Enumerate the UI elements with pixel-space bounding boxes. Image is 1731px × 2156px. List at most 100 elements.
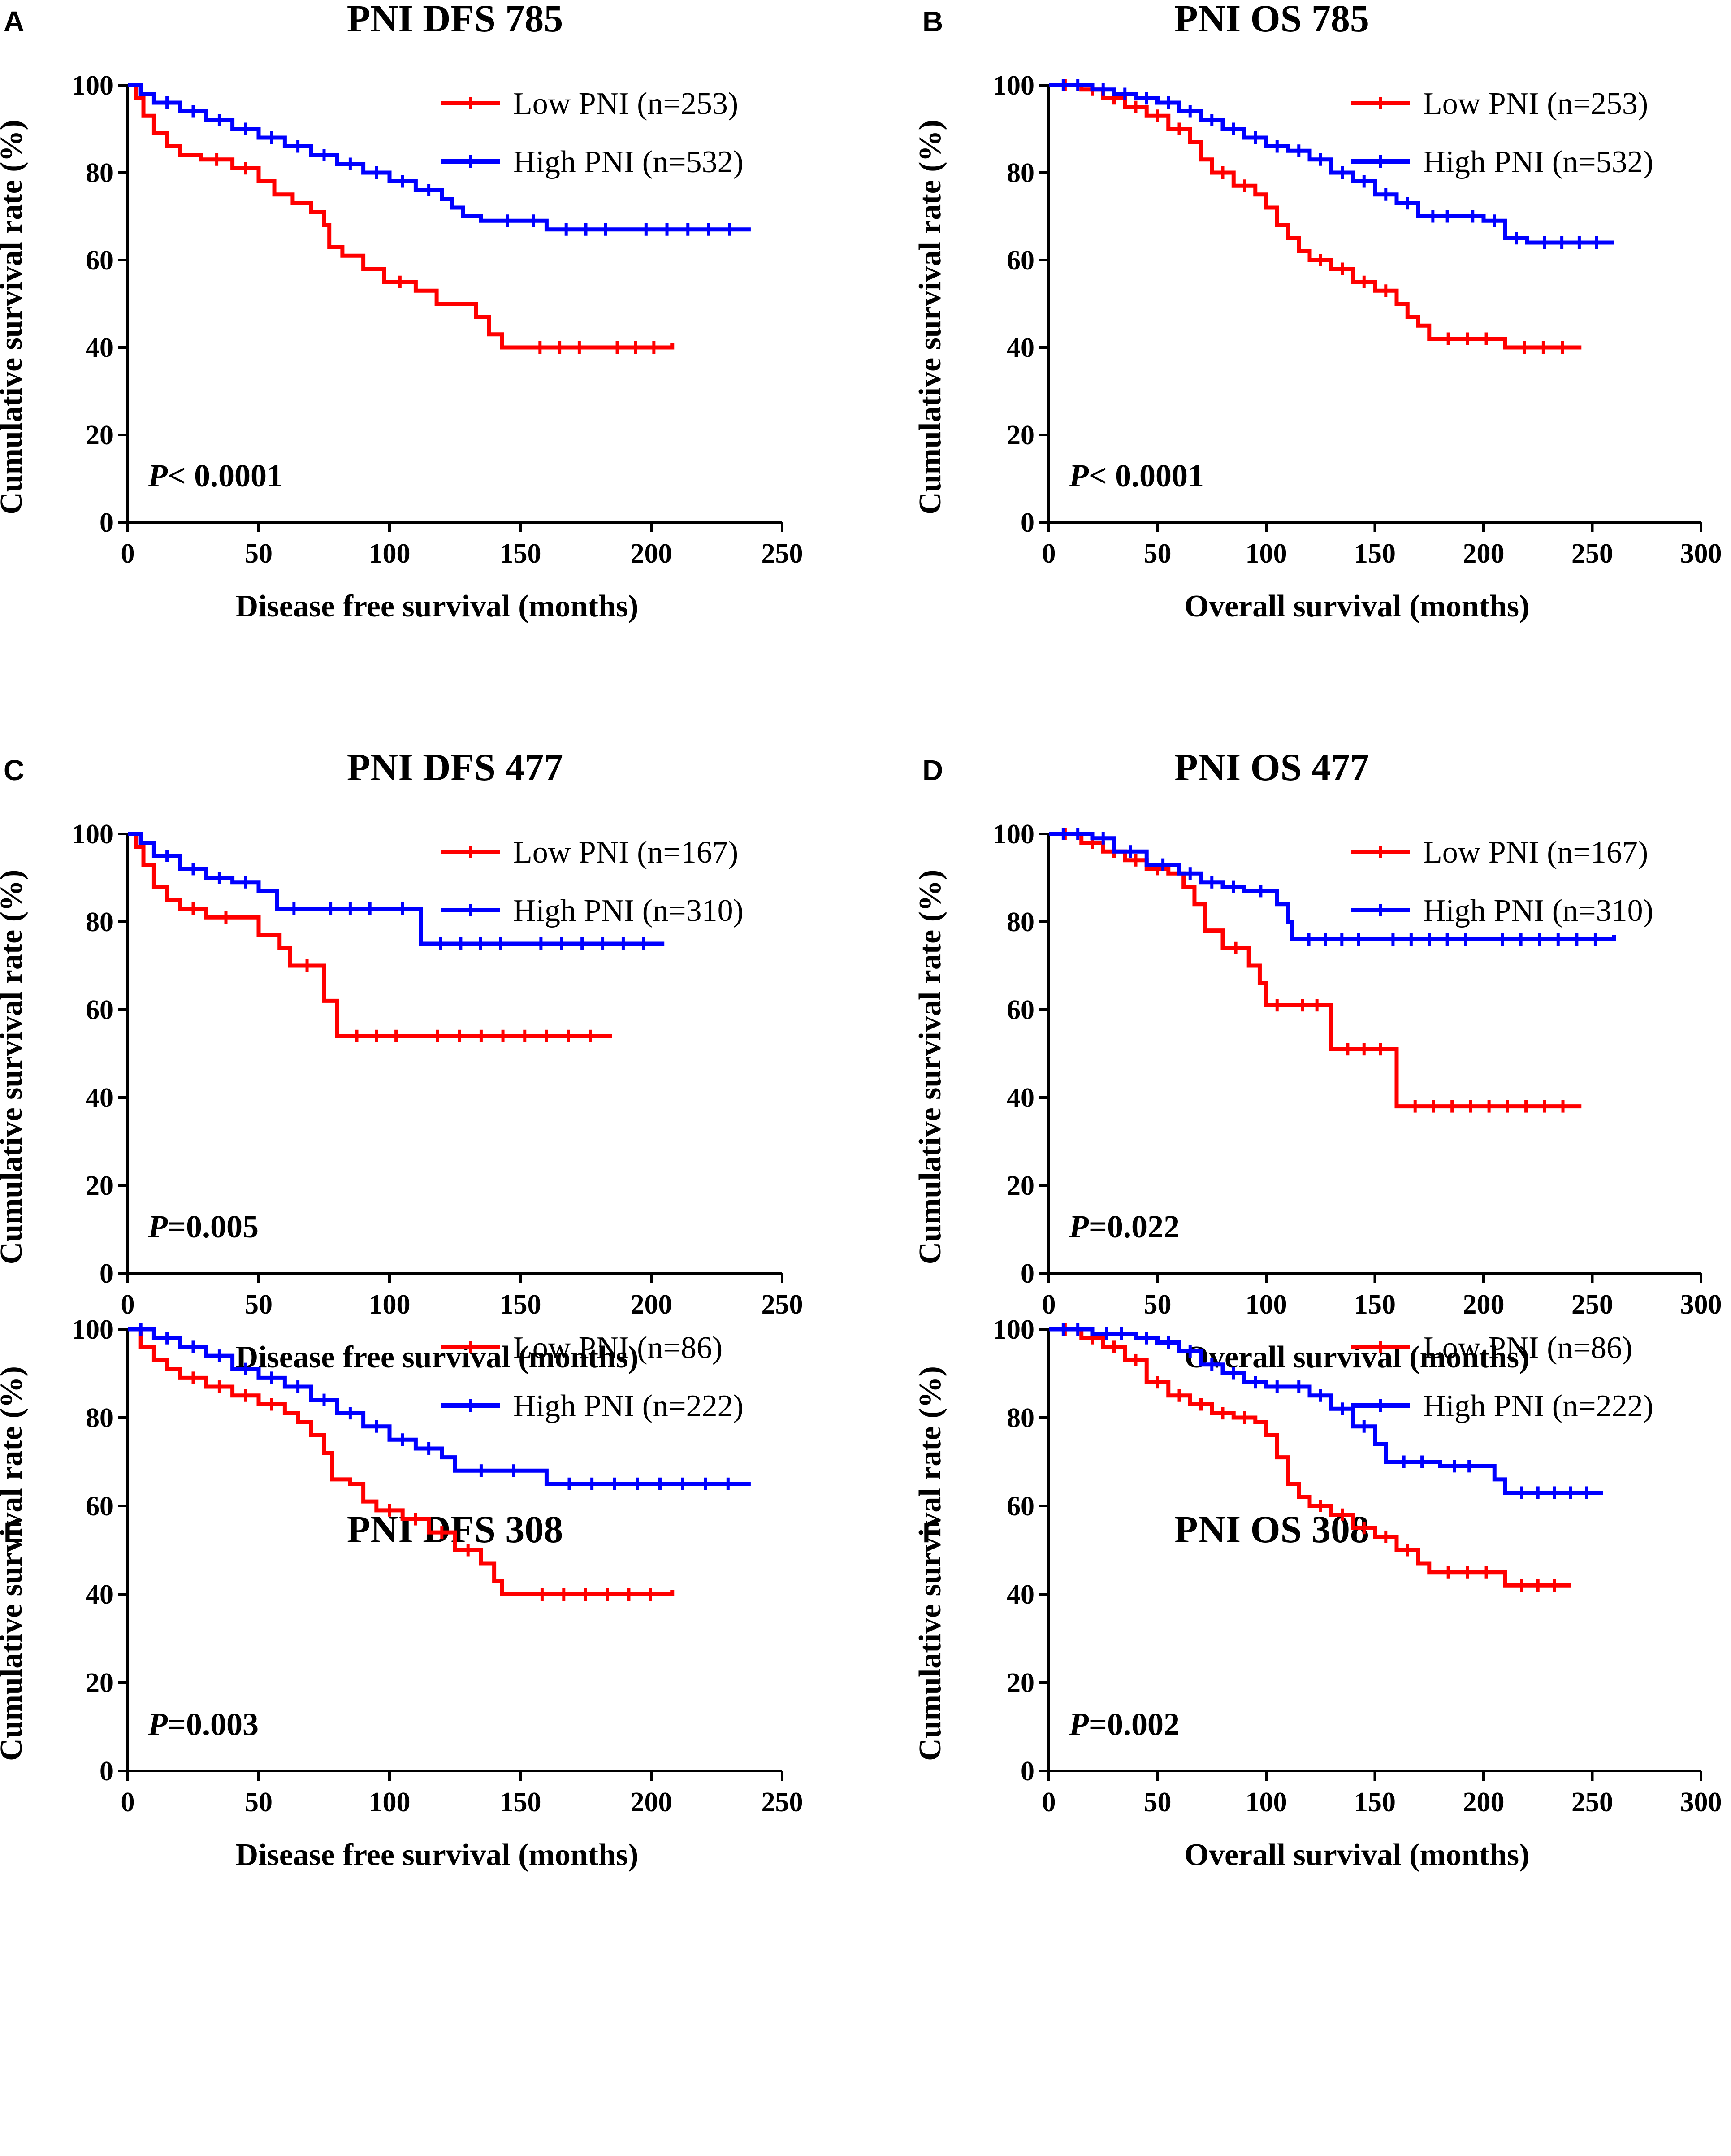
series-low-pni: Low PNI (n=253) <box>1049 79 1648 354</box>
x-tick-label: 150 <box>500 538 541 569</box>
legend-label: Low PNI (n=86) <box>513 1331 723 1365</box>
x-tick-label: 0 <box>1042 1787 1056 1818</box>
panel-letter: F <box>922 1516 940 1549</box>
x-tick-label: 0 <box>121 1787 135 1818</box>
p-value-text: =0.003 <box>168 1706 259 1742</box>
panel-letter: A <box>4 5 24 38</box>
p-value-symbol: P <box>147 1209 168 1245</box>
x-tick-label: 150 <box>1354 538 1396 569</box>
p-value-annotation: P=0.005 <box>147 1209 259 1245</box>
y-tick-label: 0 <box>100 1258 113 1289</box>
chart-title: PNI DFS 477 <box>347 746 563 789</box>
series-low-pni: Low PNI (n=86) <box>128 1327 723 1601</box>
x-tick-label: 100 <box>369 538 411 569</box>
x-axis-title: Overall survival (months) <box>1185 1838 1530 1872</box>
y-tick-label: 80 <box>1007 1403 1034 1433</box>
x-tick-label: 50 <box>1144 1787 1172 1818</box>
survival-curve <box>1049 1327 1571 1588</box>
legend-label: Low PNI (n=253) <box>1423 87 1648 121</box>
y-tick-label: 60 <box>1007 995 1034 1025</box>
x-tick-label: 100 <box>1246 538 1287 569</box>
survival-curve <box>128 1327 675 1596</box>
x-tick-label: 250 <box>1571 538 1613 569</box>
chart-panel-b: B PNI OS 785 0 20 40 60 80 100 0 50 100 150 200 250 30… <box>913 0 1722 624</box>
p-value-symbol: P <box>147 458 168 494</box>
chart-title: PNI OS 785 <box>1174 0 1369 40</box>
y-tick-label: 0 <box>1021 1258 1034 1289</box>
y-tick-label: 80 <box>86 1403 113 1433</box>
y-tick-label: 80 <box>86 907 113 937</box>
series-low-pni: Low PNI (n=86) <box>1049 1323 1632 1592</box>
y-tick-label: 20 <box>86 1171 113 1201</box>
x-tick-label: 50 <box>245 1787 273 1818</box>
y-tick-label: 0 <box>100 1756 113 1787</box>
y-tick-label: 80 <box>1007 907 1034 937</box>
p-value-annotation: P=0.002 <box>1069 1706 1180 1742</box>
x-tick-label: 300 <box>1680 538 1722 569</box>
x-tick-label: 200 <box>631 538 672 569</box>
y-axis-title: Cumulative survival rate (%) <box>913 120 948 515</box>
p-value-annotation: P=0.022 <box>1069 1209 1180 1245</box>
x-tick-label: 100 <box>369 1787 411 1818</box>
x-tick-label: 200 <box>631 1289 672 1320</box>
legend-label: Low PNI (n=167) <box>513 835 738 870</box>
y-axis-title: Cumulative survival rate (%) <box>0 870 29 1265</box>
panel-letter: B <box>922 5 943 38</box>
y-tick-label: 20 <box>1007 1171 1034 1201</box>
x-tick-label: 100 <box>369 1289 411 1320</box>
x-tick-label: 150 <box>1354 1787 1396 1818</box>
y-tick-label: 20 <box>1007 1668 1034 1698</box>
series-low-pni: Low PNI (n=167) <box>1049 828 1648 1113</box>
y-tick-label: 100 <box>72 819 113 850</box>
y-tick-label: 40 <box>1007 333 1034 363</box>
y-tick-label: 40 <box>86 1579 113 1610</box>
x-tick-label: 100 <box>1246 1787 1287 1818</box>
x-tick-label: 0 <box>121 1289 135 1320</box>
x-tick-label: 150 <box>1354 1289 1396 1320</box>
series-low-pni: Low PNI (n=167) <box>128 832 738 1042</box>
y-tick-label: 100 <box>993 819 1034 850</box>
y-axis-title: Cumulative survival rate (%) <box>0 120 29 515</box>
chart-panel-d: D PNI OS 477 0 20 40 60 80 100 0 50 100 150 200 250 30… <box>913 746 1722 1375</box>
p-value-symbol: P <box>1069 1706 1089 1742</box>
legend-label: High PNI (n=532) <box>513 145 744 179</box>
x-tick-label: 150 <box>500 1787 541 1818</box>
y-tick-label: 0 <box>100 508 113 538</box>
panel-letter: C <box>4 754 24 786</box>
panel-letter: E <box>4 1516 23 1549</box>
series-high-pni: High PNI (n=310) <box>128 832 744 950</box>
x-axis-title: Disease free survival (months) <box>236 1340 639 1375</box>
series-high-pni: High PNI (n=532) <box>128 83 751 236</box>
legend-label: High PNI (n=222) <box>513 1389 744 1423</box>
y-tick-label: 100 <box>72 1314 113 1345</box>
y-tick-label: 60 <box>86 245 113 276</box>
x-tick-label: 200 <box>1463 538 1505 569</box>
x-tick-label: 200 <box>1463 1787 1505 1818</box>
chart-title: PNI DFS 785 <box>347 0 563 40</box>
series-high-pni: High PNI (n=310) <box>1049 828 1653 946</box>
y-tick-label: 20 <box>86 1668 113 1698</box>
x-tick-label: 0 <box>1042 538 1056 569</box>
survival-curve <box>1049 83 1582 350</box>
y-tick-label: 80 <box>86 158 113 188</box>
y-tick-label: 60 <box>1007 245 1034 276</box>
x-tick-label: 50 <box>1144 538 1172 569</box>
y-axis-title: Cumulative survival rate (%) <box>913 1366 948 1761</box>
y-tick-label: 60 <box>86 1491 113 1522</box>
series-high-pni: High PNI (n=222) <box>128 1323 751 1490</box>
x-tick-label: 200 <box>631 1787 672 1818</box>
panel-letter: D <box>922 754 943 786</box>
y-tick-label: 40 <box>1007 1579 1034 1610</box>
x-tick-label: 50 <box>1144 1289 1172 1320</box>
x-tick-label: 250 <box>1571 1289 1613 1320</box>
y-tick-label: 0 <box>1021 508 1034 538</box>
p-value-text: =0.022 <box>1089 1209 1180 1245</box>
survival-curve <box>128 832 612 1038</box>
y-tick-label: 100 <box>993 70 1034 101</box>
y-tick-label: 20 <box>1007 420 1034 451</box>
y-tick-label: 40 <box>1007 1083 1034 1113</box>
x-axis-title: Disease free survival (months) <box>236 1838 639 1872</box>
